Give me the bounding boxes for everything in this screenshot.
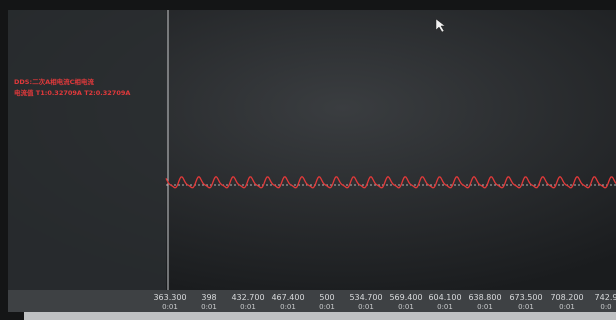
- tick-time: 0:01: [477, 303, 493, 311]
- tick-value: 604.100: [428, 293, 461, 302]
- scrollbar[interactable]: [24, 312, 616, 320]
- tick-time: 0:01: [280, 303, 296, 311]
- tick-time: 0:01: [201, 303, 217, 311]
- tick-value: 398: [201, 293, 216, 302]
- tick-time: 0:01: [559, 303, 575, 311]
- left-panel: [8, 10, 166, 290]
- tick-time: 0:01: [240, 303, 256, 311]
- tick-time: 0:01: [162, 303, 178, 311]
- screen: DDS:二次A相电流C相电流 电流值 T1:0.32709A T2:0.3270…: [0, 0, 616, 320]
- tick-value: 432.700: [231, 293, 264, 302]
- tick-time: 0:01: [437, 303, 453, 311]
- measure-label: 电流值 T1:0.32709A T2:0.32709A: [14, 88, 130, 97]
- tick-value: 673.500: [509, 293, 542, 302]
- tick-time: 0:0: [600, 303, 611, 311]
- tick-value: 708.200: [550, 293, 583, 302]
- tick-value: 500: [319, 293, 334, 302]
- tick-value: 363.300: [153, 293, 186, 302]
- tick-value: 742.9: [595, 293, 616, 302]
- tick-time: 0:01: [358, 303, 374, 311]
- tick-time: 0:01: [319, 303, 335, 311]
- tick-value: 569.400: [389, 293, 422, 302]
- tick-time: 0:01: [518, 303, 534, 311]
- tick-value: 638.800: [468, 293, 501, 302]
- tick-value: 467.400: [271, 293, 304, 302]
- channel-label: DDS:二次A相电流C相电流: [14, 77, 94, 86]
- tick-value: 534.700: [349, 293, 382, 302]
- tick-time: 0:01: [398, 303, 414, 311]
